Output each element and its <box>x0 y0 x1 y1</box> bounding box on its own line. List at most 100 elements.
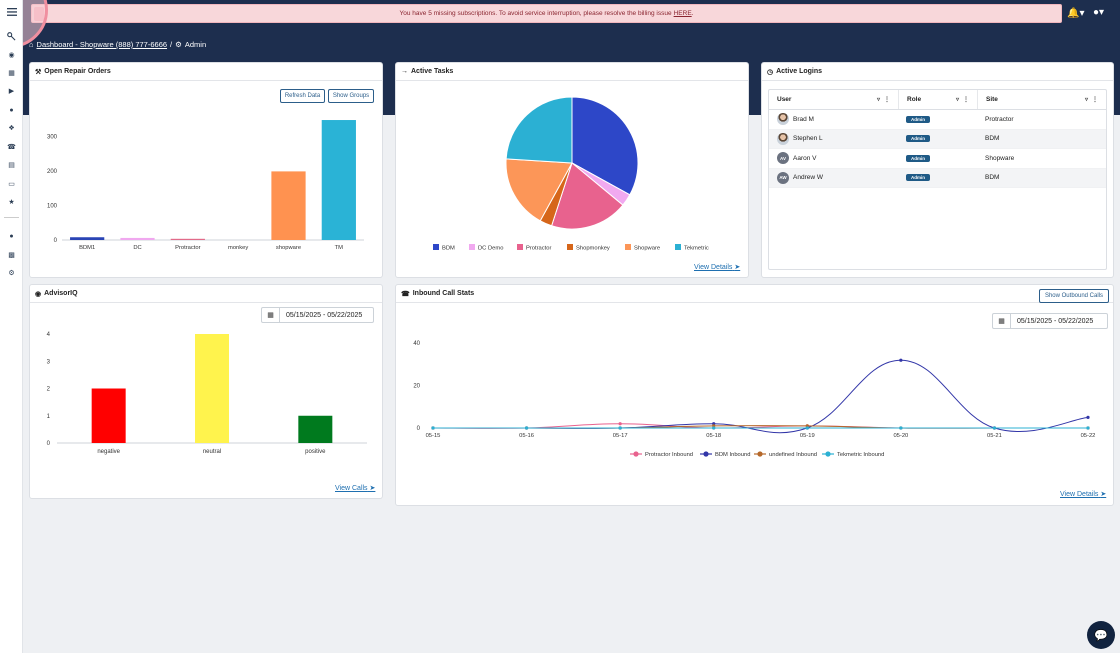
dashboard-icon[interactable]: ◉ <box>8 52 15 59</box>
gauge-icon: ◉ <box>35 290 42 298</box>
column-user: User ▿⋮ <box>769 90 898 109</box>
x-tick-label: 05-16 <box>519 433 534 439</box>
show-groups-button[interactable]: Show Groups <box>328 89 374 103</box>
table-row[interactable]: Brad M Admin Protractor <box>769 110 1106 130</box>
users-icon[interactable]: ● <box>9 232 14 240</box>
filter-menu-icon[interactable]: ▿⋮ <box>876 97 894 103</box>
legend-label: Shopmonkey <box>576 246 610 252</box>
calendar-icon[interactable]: ▦ <box>8 70 15 77</box>
user-icon[interactable]: ●▾ <box>1093 7 1105 18</box>
legend-label: BDM <box>442 246 455 252</box>
phone-icon[interactable]: ☎ <box>7 144 16 151</box>
star-icon[interactable]: ★ <box>8 199 15 206</box>
breadcrumb-home[interactable]: Dashboard - Shopware (888) 777-6666 <box>36 40 168 49</box>
key-icon[interactable] <box>5 30 18 42</box>
y-tick-label: 100 <box>47 204 58 210</box>
cell-role: Admin <box>898 135 977 143</box>
active-logins-card: ◷ Active Logins User ▿⋮ Role ▿⋮ Site ▿⋮ Brad… <box>761 62 1114 278</box>
data-point <box>805 426 809 430</box>
card-header: ⚒ Open Repair Orders <box>30 63 382 81</box>
breadcrumb-separator: / <box>170 40 173 49</box>
book-icon[interactable]: ▤ <box>8 162 15 169</box>
alert-link[interactable]: HERE <box>673 10 692 17</box>
cell-role: Admin <box>898 115 977 123</box>
legend-label: Protractor Inbound <box>645 452 693 458</box>
card-title: Active Tasks <box>411 68 454 75</box>
legend-marker <box>703 451 709 457</box>
table-row[interactable]: AV Aaron V Admin Shopware <box>769 149 1106 169</box>
cell-site: BDM <box>985 135 1000 143</box>
chat-icon[interactable]: 💬 <box>1087 621 1115 649</box>
breadcrumb: ⌂ Dashboard - Shopware (888) 777-6666 / … <box>29 40 206 49</box>
bar <box>321 120 356 240</box>
chart-icon[interactable]: ▭ <box>8 181 15 188</box>
pie-slice <box>571 96 639 196</box>
avatar: AV <box>777 152 789 165</box>
calendar-icon[interactable]: ▦ <box>262 308 280 322</box>
series-line <box>433 359 1089 434</box>
data-point <box>431 426 435 430</box>
view-calls-link[interactable]: View Calls ➤ <box>335 484 375 492</box>
data-point <box>712 426 716 430</box>
legend-marker <box>757 451 763 457</box>
x-tick-label: 05-17 <box>613 433 628 439</box>
sidebar-divider <box>4 217 19 218</box>
data-point <box>618 426 622 430</box>
user-name: Stephen L <box>793 135 823 143</box>
cell-user: AW Andrew W <box>769 171 898 184</box>
x-tick-label: 05-18 <box>706 433 721 439</box>
alert-end: . <box>691 10 694 17</box>
wrench-icon: ⚒ <box>35 68 42 76</box>
legend-marker <box>633 451 639 457</box>
calendar-icon[interactable]: ▦ <box>993 314 1011 328</box>
refresh-data-button[interactable]: Refresh Data <box>280 89 325 103</box>
wrench-icon[interactable]: ❖ <box>8 125 15 132</box>
data-point <box>899 358 903 362</box>
tasks-pie-chart: BDM DC Demo Protractor Shopmonkey Shopware Te… <box>433 96 709 252</box>
column-label: User <box>777 96 792 103</box>
bell-icon[interactable]: 🔔▾ <box>1067 8 1085 19</box>
pie-slice <box>550 162 624 230</box>
y-tick-label: 3 <box>47 359 51 365</box>
bar <box>70 237 105 240</box>
legend-marker <box>825 451 831 457</box>
column-role: Role ▿⋮ <box>898 90 977 109</box>
home-icon: ⌂ <box>29 40 34 49</box>
x-tick-label: shopware <box>276 245 301 251</box>
avatar <box>777 132 789 145</box>
building-icon[interactable]: ▩ <box>8 252 15 259</box>
gear-icon: ⚙ <box>175 40 182 49</box>
gear-icon[interactable]: ⚙ <box>8 270 15 277</box>
data-point <box>899 426 903 430</box>
cell-site: Shopware <box>985 154 1015 162</box>
y-tick-label: 300 <box>47 135 58 141</box>
data-point <box>1086 415 1090 420</box>
legend-swatch <box>469 244 475 250</box>
role-badge: Admin <box>906 154 930 162</box>
y-tick-label: 2 <box>47 387 51 393</box>
arrow-circle-icon: ➤ <box>1100 491 1107 498</box>
filter-menu-icon[interactable]: ▿⋮ <box>955 97 973 103</box>
data-point <box>618 422 622 426</box>
view-details-link[interactable]: View Details ➤ <box>1060 490 1106 498</box>
date-range-picker[interactable]: ▦ 05/15/2025 - 05/22/2025 <box>261 307 374 323</box>
legend-label: Protractor <box>526 246 552 252</box>
date-range-value[interactable]: 05/15/2025 - 05/22/2025 <box>286 311 363 319</box>
advisoriq-chart: 0 1 2 3 4 negative neutral positive <box>47 332 367 455</box>
legend-label: Shopware <box>634 246 660 252</box>
x-tick-label: 05-22 <box>1081 433 1096 439</box>
megaphone-icon[interactable]: ▶ <box>8 88 15 95</box>
legend-swatch <box>625 244 631 250</box>
users-icon[interactable]: ● <box>9 106 14 114</box>
date-range-value[interactable]: 05/15/2025 - 05/22/2025 <box>1017 317 1094 325</box>
show-outbound-calls-button[interactable]: Show Outbound Calls <box>1039 289 1109 303</box>
date-range-picker[interactable]: ▦ 05/15/2025 - 05/22/2025 <box>992 313 1108 329</box>
bar <box>91 388 126 443</box>
table-row[interactable]: Stephen L Admin BDM <box>769 129 1106 149</box>
call-stats-card: ☎ Inbound Call Stats Show Outbound Calls … <box>395 284 1114 506</box>
pie-slice <box>505 158 573 222</box>
table-row[interactable]: AW Andrew W Admin BDM <box>769 168 1106 188</box>
filter-menu-icon[interactable]: ▿⋮ <box>1084 97 1102 103</box>
view-details-link[interactable]: View Details ➤ <box>694 263 740 271</box>
menu-icon[interactable] <box>5 6 18 18</box>
